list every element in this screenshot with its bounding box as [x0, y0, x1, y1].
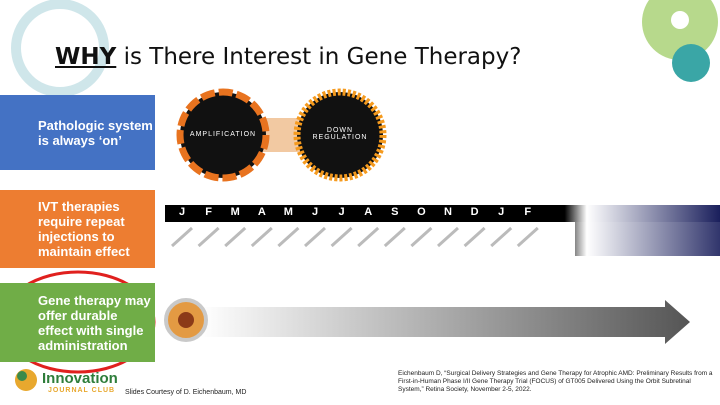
decor [672, 44, 710, 82]
circle [176, 88, 270, 182]
logo-name: Innovation [42, 370, 118, 387]
month-label: J [498, 206, 505, 218]
month-label: J [311, 206, 319, 218]
row-label: Gene therapy may offer durable effect wi… [38, 292, 151, 353]
arrow [200, 300, 690, 344]
citation: Eichenbaum D, “Surgical Delivery Strateg… [398, 370, 713, 393]
month-label: M [230, 206, 240, 218]
decor [642, 0, 718, 60]
month-label: F [205, 206, 212, 218]
circle-label: DOWN REGULATION [312, 127, 368, 141]
syringe-icon [170, 226, 194, 248]
syringe-icon [436, 226, 460, 248]
decor [11, 0, 109, 97]
row-box: Pathologic system is always ‘on’ [0, 95, 155, 170]
month-label: A [257, 206, 266, 218]
decor [671, 11, 689, 29]
row-label: IVT therapies require repeat injections … [38, 199, 130, 259]
month-label: J [178, 206, 186, 218]
syringe-icon [330, 226, 353, 248]
row-box: Gene therapy may offer durable effect wi… [0, 283, 155, 362]
timeline-bar [165, 205, 720, 222]
circle-label: AMPLIFICATION [189, 131, 257, 138]
credit: Slides Courtesy of D. Eichenbaum, MD [125, 389, 247, 396]
timeline-bg [165, 222, 575, 256]
month-label: O [417, 206, 426, 218]
month-label: D [470, 206, 479, 218]
title-emphasis: WHY [55, 44, 117, 70]
circle [293, 88, 387, 182]
month-label: M [283, 206, 293, 218]
logo-icon [15, 369, 37, 391]
month-label: A [364, 206, 373, 218]
syringe-icon [357, 226, 380, 248]
row-label: Pathologic system is always ‘on’ [38, 117, 153, 148]
syringe-icon [224, 226, 247, 248]
syringe-icon [303, 226, 327, 248]
syringe-icon [516, 226, 539, 248]
syringe-icon [277, 226, 300, 248]
syringe-icon [383, 226, 406, 248]
title-text: is There Interest in Gene Therapy? [116, 44, 522, 70]
eye-icon [178, 312, 194, 328]
row-box: IVT therapies require repeat injections … [0, 190, 155, 268]
month-label: J [338, 206, 345, 218]
logo-icon [17, 371, 27, 381]
syringe-icon [463, 226, 486, 248]
month-label: S [391, 206, 399, 218]
syringe-icon [197, 226, 220, 248]
title: WHY is There Interest in Gene Therapy? [55, 44, 521, 70]
syringe-icon [410, 226, 433, 248]
month-label: F [524, 206, 532, 218]
month-label: N [444, 206, 452, 218]
syringe-icon [490, 226, 513, 248]
logo-sub: JOURNAL CLUB [48, 387, 116, 394]
syringe-icon [250, 226, 273, 248]
